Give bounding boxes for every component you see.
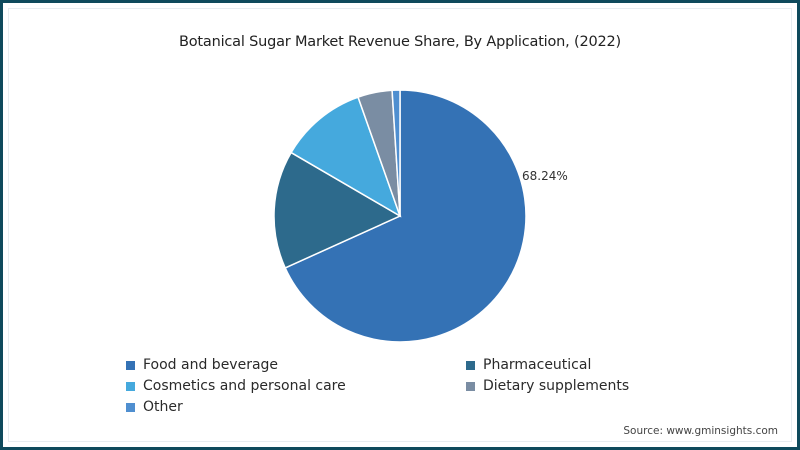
legend-swatch [466,381,475,391]
pie-slice-other [391,89,401,217]
legend-label: Other [143,399,183,415]
legend-label: Dietary supplements [483,378,630,394]
legend-swatch [126,360,135,370]
slice-label-food-and-beverage: 68.24% [522,169,568,183]
pie-slice-pharmaceutical [273,151,402,269]
pie-slice-food-and-beverage [284,89,527,343]
source-note: Source: www.gminsights.com [623,425,778,437]
legend-label: Pharmaceutical [483,357,592,373]
legend-swatch [126,402,135,412]
pie-slices [273,89,527,343]
legend-item-dietary-supplements: Dietary supplements [466,378,629,394]
chart-title: Botanical Sugar Market Revenue Share, By… [178,34,622,50]
legend-swatch [126,381,135,391]
legend-item-food-and-beverage: Food and beverage [126,357,278,373]
legend-item-other: Other [126,399,183,415]
legend-swatch [466,360,475,370]
legend-label: Cosmetics and personal care [143,378,346,394]
legend-item-cosmetics-and-personal-care: Cosmetics and personal care [126,378,346,394]
pie-slice-cosmetics-and-personal-care [290,96,402,218]
legend-label: Food and beverage [143,357,279,373]
legend-item-pharmaceutical: Pharmaceutical [466,357,591,373]
